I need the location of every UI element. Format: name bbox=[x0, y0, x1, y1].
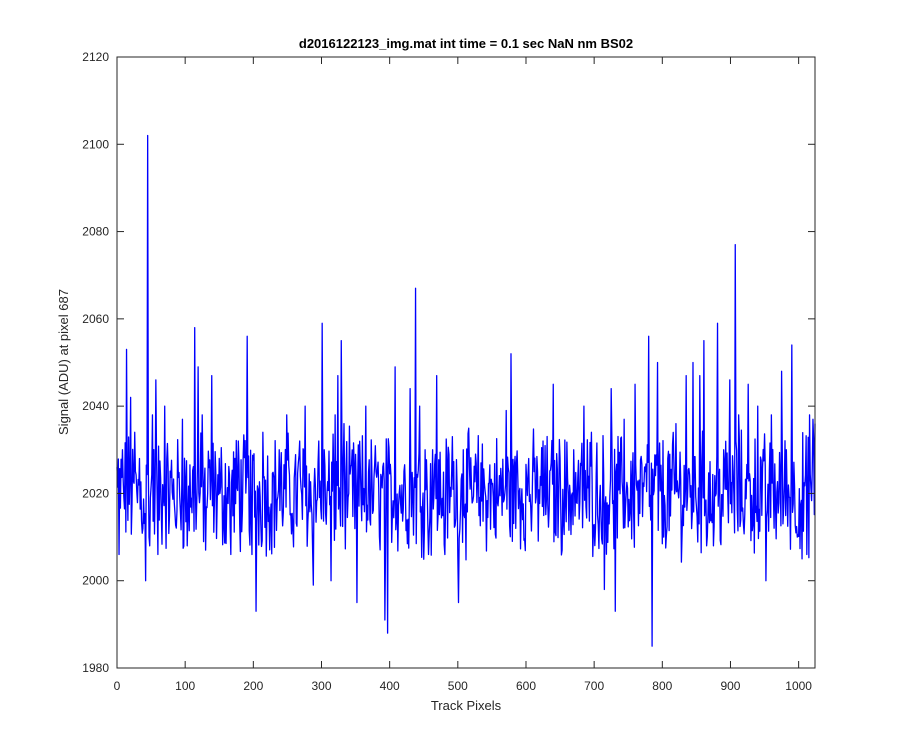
y-axis: 1980 2000 2020 2040 2060 2080 2100 2120 bbox=[82, 50, 815, 675]
x-tick-label: 200 bbox=[243, 679, 263, 693]
y-tick-label: 2100 bbox=[82, 137, 109, 151]
plot-background bbox=[117, 57, 815, 668]
signal-series-line bbox=[116, 134, 816, 647]
x-axis-label: Track Pixels bbox=[431, 698, 502, 713]
trace-layer bbox=[116, 134, 816, 647]
x-tick-label: 700 bbox=[584, 679, 604, 693]
x-tick-label: 800 bbox=[652, 679, 672, 693]
y-tick-label: 2080 bbox=[82, 225, 109, 239]
chart-title: d2016122123_img.mat int time = 0.1 sec N… bbox=[299, 36, 633, 51]
x-tick-label: 1000 bbox=[785, 679, 812, 693]
y-tick-label: 2040 bbox=[82, 399, 109, 413]
plot-frame bbox=[116, 56, 816, 669]
y-axis-label: Signal (ADU) at pixel 687 bbox=[56, 289, 71, 435]
x-tick-label: 0 bbox=[114, 679, 121, 693]
x-tick-label: 100 bbox=[175, 679, 195, 693]
x-tick-label: 400 bbox=[380, 679, 400, 693]
y-tick-label: 2000 bbox=[82, 574, 109, 588]
x-axis: 0 100 200 300 400 500 600 700 800 900 1000 bbox=[114, 57, 812, 693]
x-tick-label: 500 bbox=[448, 679, 468, 693]
x-tick-label: 300 bbox=[311, 679, 331, 693]
y-tick-label: 2060 bbox=[82, 312, 109, 326]
y-tick-label: 1980 bbox=[82, 661, 109, 675]
x-tick-label: 900 bbox=[720, 679, 740, 693]
y-tick-label: 2120 bbox=[82, 50, 109, 64]
x-tick-label: 600 bbox=[516, 679, 536, 693]
y-tick-label: 2020 bbox=[82, 486, 109, 500]
